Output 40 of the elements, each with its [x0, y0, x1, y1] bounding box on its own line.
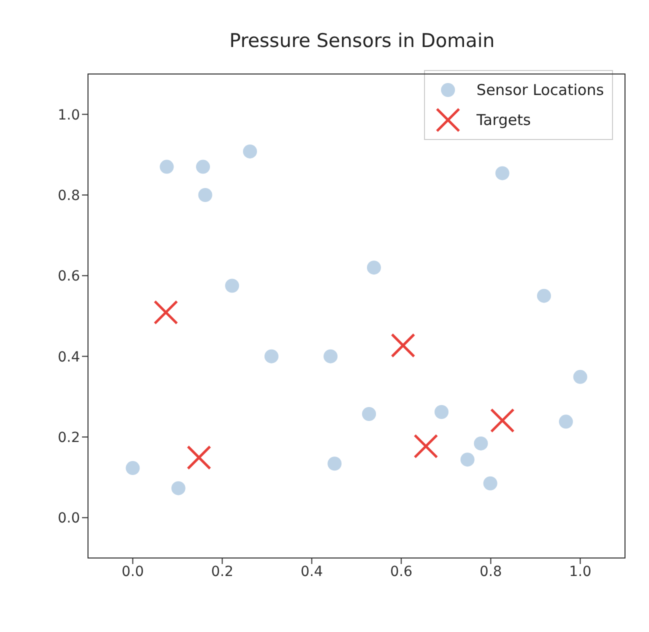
point [225, 278, 240, 293]
point [196, 160, 210, 174]
point [460, 452, 474, 467]
x-tick-label: 0.8 [480, 564, 502, 580]
x-tick-label: 0.4 [300, 564, 323, 580]
y-tick-label: 0.0 [58, 510, 80, 527]
y-tick-label: 0.6 [58, 268, 80, 285]
x-tick-label: 0.2 [211, 564, 234, 580]
point [558, 414, 573, 429]
point [154, 300, 178, 325]
point [474, 436, 488, 450]
point [186, 445, 212, 470]
chart-title: Pressure Sensors in Domain [228, 30, 496, 52]
point [537, 288, 552, 303]
point [495, 166, 510, 180]
point [171, 481, 186, 496]
point [490, 408, 515, 433]
point [198, 188, 212, 202]
point [483, 476, 498, 490]
x-tick-label: 0.0 [122, 564, 144, 580]
point [126, 461, 140, 476]
x-tick-label: 1.0 [569, 564, 592, 580]
point [414, 434, 438, 459]
point [390, 333, 416, 358]
y-tick-label: 1.0 [58, 107, 80, 124]
legend-label: Sensor Locations [476, 81, 604, 99]
y-tick-label: 0.4 [58, 349, 80, 366]
point [434, 404, 449, 419]
point [160, 160, 174, 174]
point [324, 349, 338, 364]
point [328, 456, 342, 471]
y-tick-label: 0.8 [58, 188, 80, 204]
point [366, 260, 381, 275]
x-tick-label: 0.6 [390, 564, 412, 580]
y-tick-label: 0.2 [58, 430, 80, 446]
legend-label: Targets [476, 111, 531, 129]
point [264, 349, 278, 364]
point [242, 144, 257, 158]
point [362, 407, 376, 422]
point [573, 370, 588, 384]
